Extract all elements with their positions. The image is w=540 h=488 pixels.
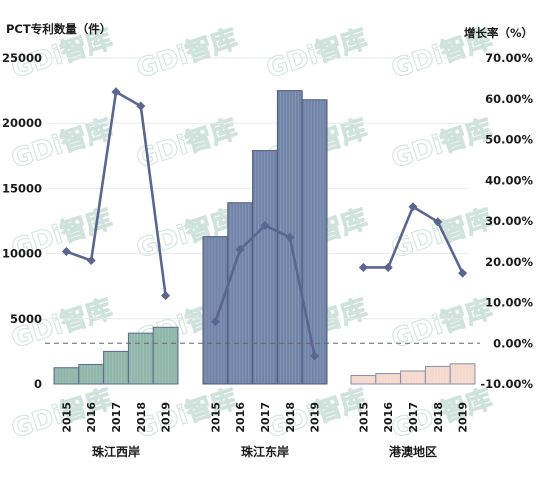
left-axis-title: PCT专利数量（件） [6,22,111,36]
watermark-text: GDi智库 [133,24,241,85]
growth-point [61,247,71,257]
left-axis-tick-label: 20000 [2,116,42,130]
watermark-text: GDi智库 [388,204,496,265]
year-tick-label: 2017 [407,402,420,433]
group-label: 珠江东岸 [241,444,289,459]
right-axis-tick-label: 0.00% [493,336,533,350]
watermark-text: GDi智库 [388,294,496,355]
growth-point [433,217,443,227]
bar [152,326,179,385]
right-axis-tick-label: 70.00% [485,51,533,65]
year-tick-label: 2019 [457,402,470,433]
year-tick-label: 2015 [60,402,73,433]
left-axis-tick-label: 25000 [2,51,42,65]
year-tick-label: 2016 [382,402,395,433]
watermark-text: GDi智库 [263,24,371,85]
year-tick-label: 2018 [135,402,148,433]
bar [301,99,328,385]
year-tick-label: 2016 [234,402,247,433]
growth-point [111,87,121,97]
growth-point [161,291,171,301]
left-axis-tick-label: 0 [34,377,42,391]
right-axis-tick-label: 10.00% [485,296,533,310]
growth-point [136,101,146,111]
group-label: 珠江西岸 [92,444,140,459]
growth-point [210,317,220,327]
year-tick-label: 2019 [160,402,173,433]
growth-point [86,256,96,266]
year-tick-label: 2018 [284,402,297,433]
group-label: 港澳地区 [389,444,437,459]
axes-layer: 0 5000 10000 15000 20000 25000 -10.00% 0.00% 10.… [2,51,533,459]
bars-layer [53,90,476,385]
year-tick-label: 2017 [259,402,272,433]
growth-point [285,232,295,242]
growth-point [458,268,468,278]
year-tick-label: 2017 [110,402,123,433]
left-axis-tick-label: 15000 [2,181,42,195]
growth-point [235,244,245,255]
year-tick-label: 2019 [309,402,322,433]
right-axis-tick-label: 60.00% [485,92,533,106]
bar [449,363,476,385]
year-tick-label: 2015 [209,402,222,433]
right-axis-tick-label: 40.00% [485,173,533,187]
right-axis-tick-label: 20.00% [485,255,533,269]
bar [252,150,278,385]
growth-point [358,262,368,272]
year-tick-label: 2016 [85,402,98,433]
watermark-text: GDi智库 [133,384,241,445]
bar [103,350,129,385]
year-tick-label: 2015 [357,402,370,433]
year-tick-label: 2018 [432,402,445,433]
right-axis-title: 增长率（%） [464,26,533,40]
bar [127,332,154,385]
right-axis-tick-label: 50.00% [485,133,533,147]
growth-point [383,262,393,272]
right-axis-tick-label: 30.00% [485,214,533,228]
left-axis-tick-label: 10000 [2,247,42,261]
left-axis-tick-label: 5000 [10,312,42,326]
right-axis-tick-label: -10.00% [480,377,533,391]
